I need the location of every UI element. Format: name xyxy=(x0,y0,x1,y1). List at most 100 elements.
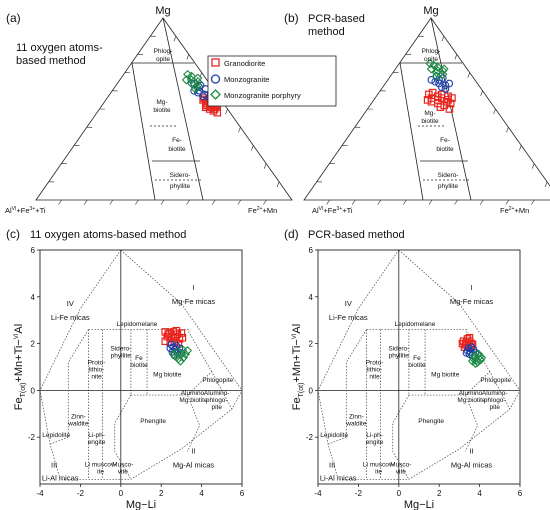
ternary-tick xyxy=(531,163,535,169)
point-granodiorite-12 xyxy=(174,339,183,348)
label-lepidolite: Lepidolite xyxy=(320,432,348,439)
point-granodiorite-13 xyxy=(178,333,187,342)
point-granodiorite-14 xyxy=(164,330,173,339)
label-phengite: Phengite xyxy=(418,418,444,425)
ternary-tick xyxy=(58,199,62,205)
x-axis-title: Mg−Li xyxy=(126,499,156,510)
point-monzogranite-9 xyxy=(464,344,473,353)
label-febio-1: Fe xyxy=(135,355,143,362)
label-region-ii-name: Mg-Al micas xyxy=(451,461,493,470)
panel-a-title-line2: based method xyxy=(16,55,86,67)
label-alphlog-2: phlogo- xyxy=(206,397,228,404)
panel-b-mgbiotite-1: Mg- xyxy=(424,110,435,117)
label-almgbio-1: Alumino- xyxy=(459,390,485,397)
panel-c: (c) 11 oxygen atoms-based method -4 -2 0 2 4… xyxy=(6,227,245,510)
label-region-iv: IV xyxy=(67,299,74,308)
legend: Granodiorite Monzogranite Monzogranite p… xyxy=(207,55,337,107)
label-febio-2: biotite xyxy=(130,362,148,369)
y-tick-label: 2 xyxy=(309,340,314,349)
panel-b-apex-right: Fe2++Mn xyxy=(500,206,529,215)
panel-b-apex-left: AlVI+Fe3++Ti xyxy=(312,206,353,215)
point-monzogranite-porphyry-3 xyxy=(186,78,197,89)
label-zinn-1: Zinn- xyxy=(349,413,364,420)
ternary-tick xyxy=(519,145,522,151)
panel-b-title-line1: PCR-based xyxy=(308,13,365,25)
point-monzogranite-9 xyxy=(427,76,436,84)
panel-b-febiotite-2: biotite xyxy=(436,146,454,153)
label-alphlog-1: Alumino- xyxy=(204,390,230,397)
panel-a-phlogopite-1: Phlog- xyxy=(154,48,173,55)
point-monzogranite-porphyry-3 xyxy=(426,64,436,74)
panel-a-sidero-2: phyllite xyxy=(170,183,191,190)
label-sidero-1: Sidero- xyxy=(110,346,131,353)
point-monzogranite-porphyry-7 xyxy=(425,58,435,69)
panel-a: (a) 11 oxygen atoms- based method Mg AlV… xyxy=(5,5,293,215)
panel-a-title-line1: 11 oxygen atoms- xyxy=(16,42,103,54)
ternary-tick xyxy=(428,199,433,205)
point-monzogranite-porphyry-1 xyxy=(433,62,443,72)
ternary-tick xyxy=(377,199,382,205)
x-tick-label: 2 xyxy=(159,489,164,498)
x-tick-label: -4 xyxy=(314,489,322,498)
label-almgbio-2: Mg biotite xyxy=(179,397,208,404)
x-tick-label: 4 xyxy=(199,489,204,498)
field-outline xyxy=(39,249,243,480)
ternary-tick xyxy=(403,199,407,205)
point-monzogranite-porphyry-3 xyxy=(473,357,483,367)
point-monzogranite-porphyry-6 xyxy=(175,356,185,366)
label-alphlog-3: pite xyxy=(212,404,223,411)
y-axis-title: FeT(ot)+Mn+Ti−VIAl xyxy=(291,324,305,410)
label-region-i-name: Mg-Fe micas xyxy=(172,297,216,306)
label-proto-3: nite xyxy=(369,374,380,381)
legend-marker-porphyry xyxy=(210,89,221,100)
ternary-tick xyxy=(186,54,190,60)
label-musc-1: Musco- xyxy=(390,461,411,468)
label-proto-2: lithio- xyxy=(367,367,383,374)
panel-a-apex-right: Fe2++Mn xyxy=(248,206,277,215)
point-granodiorite-9 xyxy=(458,339,467,348)
ternary-tick xyxy=(454,199,458,205)
panel-a-mgbiotite-2: biotite xyxy=(153,107,171,114)
panel-a-phlogopite-2: opite xyxy=(156,56,170,63)
label-lepidomelane: Lepidomelane xyxy=(117,321,158,328)
field-line-lepidolite xyxy=(49,436,69,445)
panel-b-title-line2: method xyxy=(308,26,345,38)
panel-b-apex-mg: Mg xyxy=(423,5,438,17)
point-monzogranite-porphyry-8 xyxy=(431,71,442,81)
label-liph-1: Li-ph- xyxy=(88,432,105,439)
ternary-tick xyxy=(263,199,267,205)
field-line-muscovite xyxy=(114,394,132,480)
panel-c-letter: (c) xyxy=(6,227,20,241)
label-almgbio-1: Alumino- xyxy=(181,390,207,397)
label-liph-2: engite xyxy=(366,439,384,446)
x-tick-label: 0 xyxy=(119,489,124,498)
label-alphlog-1: Alumino- xyxy=(482,390,508,397)
panel-b-letter: (b) xyxy=(284,11,299,25)
point-monzogranite-porphyry-5 xyxy=(438,69,448,79)
legend-label-porphyry: Monzogranite porphyry xyxy=(224,91,301,100)
field-line-proto xyxy=(345,329,367,438)
point-monzogranite-porphyry-7 xyxy=(193,80,203,90)
label-region-iii: III xyxy=(51,461,57,470)
label-region-ii: II xyxy=(469,447,473,456)
y-tick-label: 0 xyxy=(31,386,36,395)
panel-a-febiotite-2: biotite xyxy=(168,146,186,153)
point-granodiorite-7 xyxy=(463,335,472,343)
label-limusc-2: ite xyxy=(97,468,104,475)
legend-label-monzogranite: Monzogranite xyxy=(224,75,269,84)
label-alphlog-3: pite xyxy=(490,404,501,411)
label-limusc-2: ite xyxy=(375,468,382,475)
label-region-iv: IV xyxy=(345,299,352,308)
label-sidero-2: phyllite xyxy=(389,353,410,360)
ternary-tick xyxy=(186,199,190,205)
label-limusc-1: Li muscov- xyxy=(85,461,116,468)
y-tick-label: -2 xyxy=(28,433,36,442)
panel-d-frame: -4 -2 0 2 4 6 -2 0 2 4 6 Mg−Li FeT(ot)+Mn+Ti−VIAl xyxy=(291,246,523,510)
ternary-tick xyxy=(276,181,280,187)
panel-d-points xyxy=(458,333,487,369)
panel-b-ticks xyxy=(316,35,548,205)
legend-marker-granodiorite xyxy=(211,58,220,67)
panel-b-phlogopite-1: Phlog- xyxy=(422,48,441,55)
field-line-proto xyxy=(67,329,89,438)
